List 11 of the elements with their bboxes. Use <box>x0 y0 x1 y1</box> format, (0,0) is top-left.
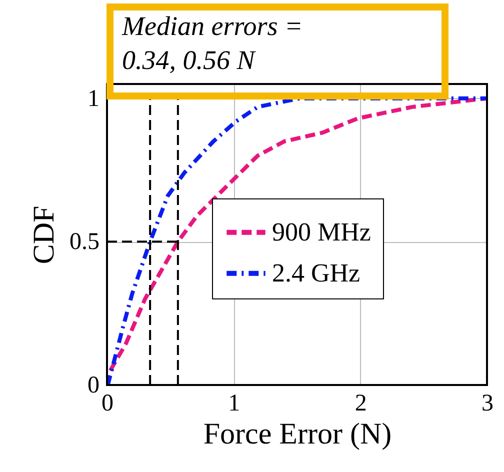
x-tick-label: 3 <box>482 390 494 416</box>
y-axis-title: CDF <box>28 206 60 264</box>
x-axis-title: Force Error (N) <box>203 418 392 450</box>
x-tick-label: 1 <box>228 390 240 416</box>
text: Median errors = 0.34, 0.56 N <box>121 11 303 75</box>
y-tick-label: 0 <box>88 372 100 398</box>
y-tick-label: 1 <box>88 86 100 112</box>
y-tick-label: 0.5 <box>70 229 100 256</box>
legend-label: 2.4 GHz <box>272 258 360 288</box>
x-tick-label: 2 <box>354 390 367 416</box>
legend-label: 900 MHz <box>272 217 371 246</box>
